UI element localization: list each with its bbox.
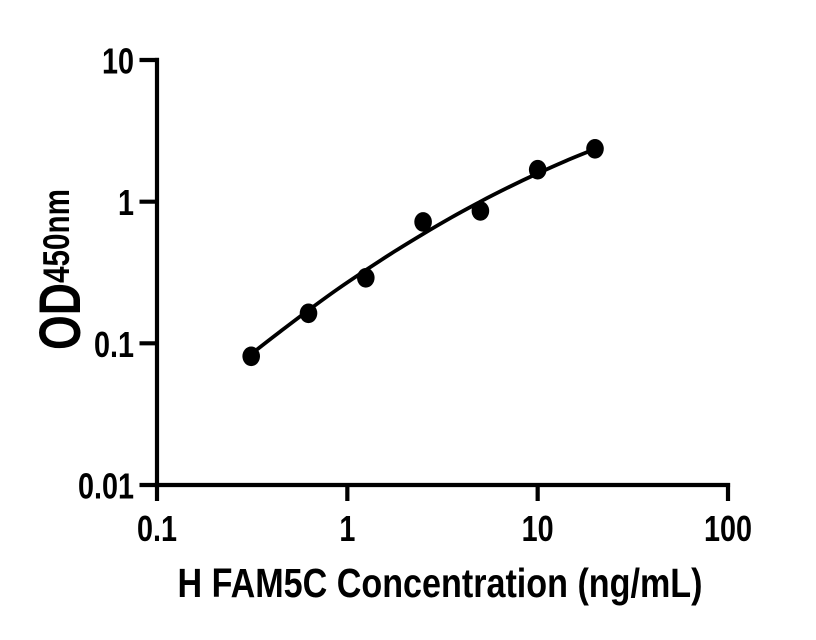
- y-axis-title: OD450nm: [28, 189, 93, 350]
- data-point: [299, 303, 318, 324]
- y-axis-title-main: OD: [28, 283, 93, 350]
- data-point: [357, 268, 375, 288]
- y-axis-tick-label: 0.01: [78, 466, 134, 507]
- x-axis-tick-label: 10: [522, 508, 554, 549]
- data-point: [242, 346, 260, 367]
- y-axis-tick-label: 10: [102, 41, 134, 82]
- y-axis-tick-label: 0.1: [94, 324, 134, 365]
- x-axis-title: H FAM5C Concentration (ng/mL): [178, 560, 703, 606]
- y-axis-tick-label: 1: [118, 182, 134, 223]
- data-point: [414, 212, 432, 232]
- x-axis-tick-label: 100: [704, 508, 752, 549]
- data-point: [528, 159, 547, 180]
- x-axis-tick-label: 1: [339, 508, 355, 549]
- data-point: [586, 139, 604, 159]
- data-point: [471, 201, 490, 221]
- fit-curve: [249, 147, 597, 356]
- x-axis-tick-label: 0.1: [137, 508, 177, 549]
- y-axis-title-sub: 450nm: [36, 189, 77, 283]
